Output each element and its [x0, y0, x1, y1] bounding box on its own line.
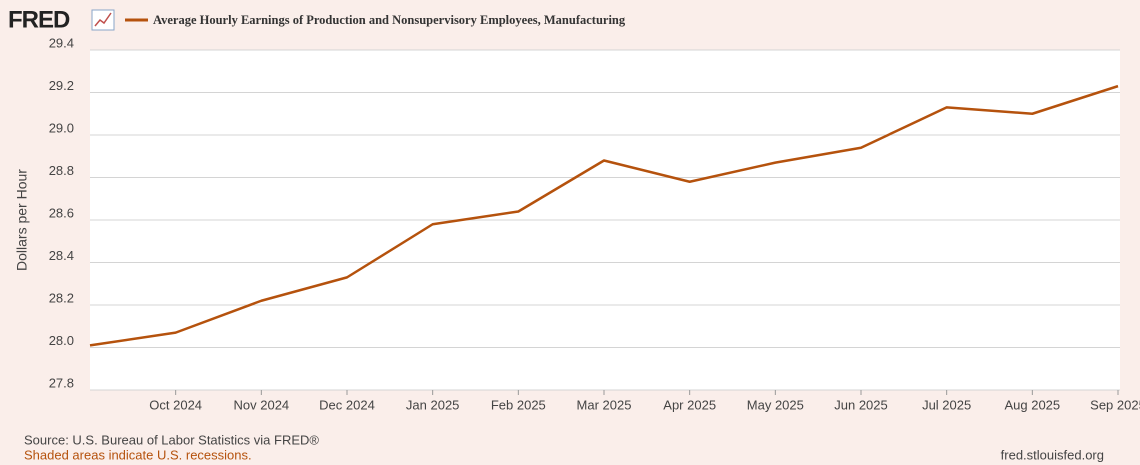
y-tick-label: 28.6 — [49, 205, 74, 220]
recession-note: Shaded areas indicate U.S. recessions. — [24, 447, 252, 462]
x-tick-label: Sep 2025 — [1090, 397, 1140, 412]
source: Source: U.S. Bureau of Labor Statistics … — [24, 432, 319, 447]
y-tick-label: 28.4 — [49, 248, 74, 263]
site-url: fred.stlouisfed.org — [1001, 447, 1104, 462]
y-tick-label: 28.0 — [49, 333, 74, 348]
series-line — [89, 84, 1119, 347]
y-tick-label: 28.8 — [49, 163, 74, 178]
x-tick-label: Dec 2024 — [319, 397, 375, 412]
x-tick-label: Jul 2025 — [922, 397, 971, 412]
logo: FRED — [8, 6, 70, 33]
x-tick-label: Apr 2025 — [663, 397, 716, 412]
y-tick-label: 28.2 — [49, 290, 74, 305]
y-tick-label: 29.0 — [49, 120, 74, 135]
logo-icon — [91, 9, 115, 31]
x-tick-label: Mar 2025 — [577, 397, 632, 412]
x-tick-label: Oct 2024 — [149, 397, 202, 412]
y-tick-label: 29.2 — [49, 78, 74, 93]
x-tick-label: Aug 2025 — [1004, 397, 1060, 412]
x-tick-label: May 2025 — [747, 397, 804, 412]
x-tick-label: Feb 2025 — [491, 397, 546, 412]
x-tick-label: Nov 2024 — [234, 397, 290, 412]
x-tick-label: Jan 2025 — [406, 397, 460, 412]
y-axis-label: Dollars per Hour — [14, 169, 30, 271]
legend-label: Average Hourly Earnings of Production an… — [153, 13, 626, 27]
x-tick-label: Jun 2025 — [834, 397, 888, 412]
y-tick-label: 29.4 — [49, 35, 74, 50]
y-tick-label: 27.8 — [49, 375, 74, 390]
